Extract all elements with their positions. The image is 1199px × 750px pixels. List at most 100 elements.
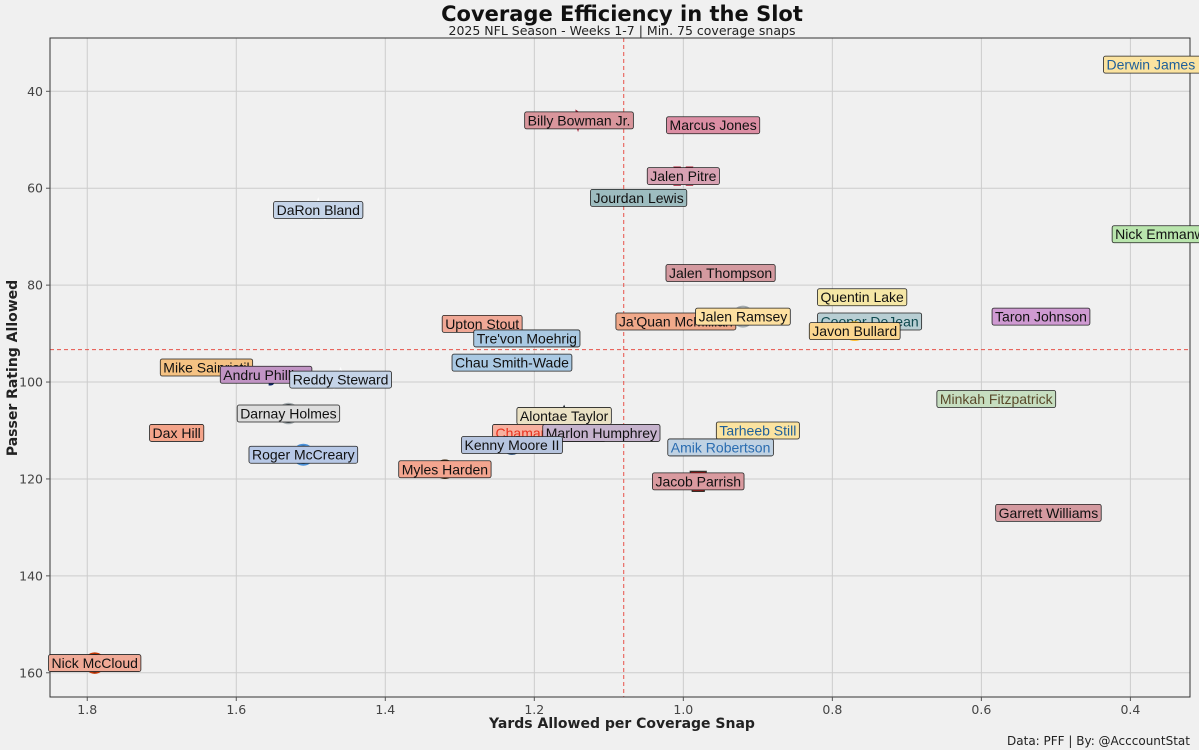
point-label-text: DaRon Bland: [277, 202, 360, 218]
data-point: TRoger McCreary: [248, 443, 359, 466]
point-label: Minkah Fitzpatrick: [936, 390, 1057, 408]
y-tick-label: 140: [19, 568, 43, 583]
point-label: Marlon Humphrey: [542, 424, 661, 442]
point-label-text: Jalen Thompson: [669, 265, 772, 281]
data-point: Billy Bowman Jr.: [524, 109, 634, 133]
point-label-box: [48, 654, 142, 672]
data-point: Minkah Fitzpatrick: [936, 389, 1057, 408]
point-label: Roger McCreary: [248, 445, 359, 464]
point-label-text: Derwin James Jr.: [1107, 57, 1199, 73]
grid-lines: [50, 38, 1190, 697]
point-label-box: [1103, 55, 1199, 74]
data-point: Tarheeb Still: [715, 421, 800, 440]
data-point: Marlon Humphrey: [542, 424, 661, 442]
data-point: LVDarnay Holmes: [236, 402, 341, 425]
point-label: Marcus Jones: [666, 116, 761, 135]
point-label-text: Minkah Fitzpatrick: [940, 391, 1054, 407]
point-label: Quentin Lake: [817, 288, 908, 307]
point-label: Derwin James Jr.: [1103, 55, 1199, 74]
y-axis-label: Passer Rating Allowed: [5, 280, 21, 456]
point-label: Kenny Moore II: [461, 436, 563, 454]
point-label-text: Quentin Lake: [821, 289, 904, 305]
point-label-text: Javon Bullard: [812, 323, 897, 339]
y-tick-label: 120: [19, 471, 43, 486]
point-label: Amik Robertson: [667, 438, 774, 457]
data-point: Reddy Steward: [289, 366, 392, 391]
point-label: Reddy Steward: [289, 370, 392, 389]
data-point: Nick Emmanwori: [1111, 225, 1199, 244]
point-label-text: Dax Hill: [153, 425, 201, 441]
data-point: BDax Hill: [149, 423, 205, 444]
reference-lines: [50, 38, 1190, 697]
data-point: Amik Robertson: [667, 438, 774, 457]
x-tick-label: 1.0: [673, 702, 693, 717]
data-point: DaRon Bland: [273, 197, 364, 221]
point-label-box: [451, 353, 573, 372]
point-label-text: Alontae Taylor: [520, 408, 609, 424]
point-label: Taron Johnson: [991, 307, 1091, 326]
point-label: Alontae Taylor: [516, 407, 612, 425]
point-label: Jalen Ramsey: [695, 307, 791, 326]
data-point: Jalen Pitre: [646, 166, 720, 186]
point-label-box: [149, 424, 205, 442]
point-label-text: Marcus Jones: [670, 117, 757, 133]
point-label: DaRon Bland: [273, 201, 364, 219]
point-label: Garrett Williams: [995, 503, 1102, 522]
data-point: Nick McCloud: [48, 652, 142, 674]
point-label-box: [590, 189, 688, 207]
point-label: Chau Smith-Wade: [451, 353, 573, 372]
data-point: Taron Johnson: [991, 307, 1091, 326]
point-label-text: Kenny Moore II: [464, 437, 559, 453]
point-label-box: [398, 460, 492, 479]
point-label-box: [473, 329, 581, 348]
point-label-box: [273, 201, 364, 219]
point-label-box: [991, 307, 1091, 326]
point-label-box: [646, 167, 720, 185]
point-label-text: Tarheeb Still: [719, 422, 796, 438]
data-point: Alontae Taylor: [516, 404, 612, 426]
point-label-text: Roger McCreary: [252, 447, 355, 463]
point-label: Nick McCloud: [48, 654, 142, 672]
chart-subtitle: 2025 NFL Season - Weeks 1-7 | Min. 75 co…: [449, 23, 796, 38]
point-label-text: Nick Emmanwori: [1115, 226, 1199, 242]
data-point: LAQuentin Lake: [817, 288, 908, 307]
axis-ticks: 1.8 1.6 1.4 1.2 1.0 0.8 0.6 0.4 40 60 80 100 120 140 1…: [19, 84, 1140, 717]
point-label-text: Reddy Steward: [293, 372, 389, 388]
data-credit: Data: PFF | By: @AcccountStat: [1007, 734, 1190, 748]
data-point: Myles Harden: [398, 459, 492, 480]
y-tick-label: 100: [19, 375, 43, 390]
point-label-text: Garrett Williams: [999, 505, 1099, 521]
data-point: Derwin James Jr.: [1103, 55, 1199, 74]
point-label: Darnay Holmes: [236, 404, 341, 423]
x-axis-label: Yards Allowed per Coverage Snap: [488, 716, 755, 732]
point-label-box: [995, 503, 1102, 522]
point-label-text: Chau Smith-Wade: [455, 355, 569, 371]
point-label-text: Andru Phillips: [223, 367, 309, 383]
y-tick-label: 40: [27, 84, 43, 99]
point-label: Nick Emmanwori: [1111, 225, 1199, 244]
x-tick-label: 0.6: [971, 702, 991, 717]
data-point: nyAndru Phillips: [219, 362, 313, 386]
point-label-text: Billy Bowman Jr.: [528, 112, 631, 128]
x-tick-label: 1.8: [77, 702, 97, 717]
x-tick-label: 1.6: [226, 702, 246, 717]
point-label-text: Taron Johnson: [995, 309, 1087, 325]
point-label: Jourdan Lewis: [590, 189, 688, 207]
point-label-box: [236, 404, 341, 423]
point-label: Tre'von Moehrig: [473, 329, 581, 348]
point-label-box: [289, 370, 392, 389]
point-label-box: [667, 438, 774, 457]
point-label-box: [248, 445, 359, 464]
x-tick-label: 1.4: [375, 702, 395, 717]
point-label-text: Tre'von Moehrig: [477, 330, 577, 346]
point-label: Upton Stout: [441, 314, 523, 333]
point-label-box: [652, 472, 745, 491]
point-label-text: Nick McCloud: [52, 655, 138, 671]
data-point: Jalen Ramsey: [695, 305, 791, 328]
point-label: Myles Harden: [398, 460, 492, 479]
data-point: Jacob Parrish: [652, 470, 745, 492]
plot-area-frame: [49, 37, 1191, 698]
point-label-box: [461, 436, 563, 454]
y-tick-label: 160: [19, 665, 43, 680]
chart-title: Coverage Efficiency in the Slot: [441, 2, 803, 26]
